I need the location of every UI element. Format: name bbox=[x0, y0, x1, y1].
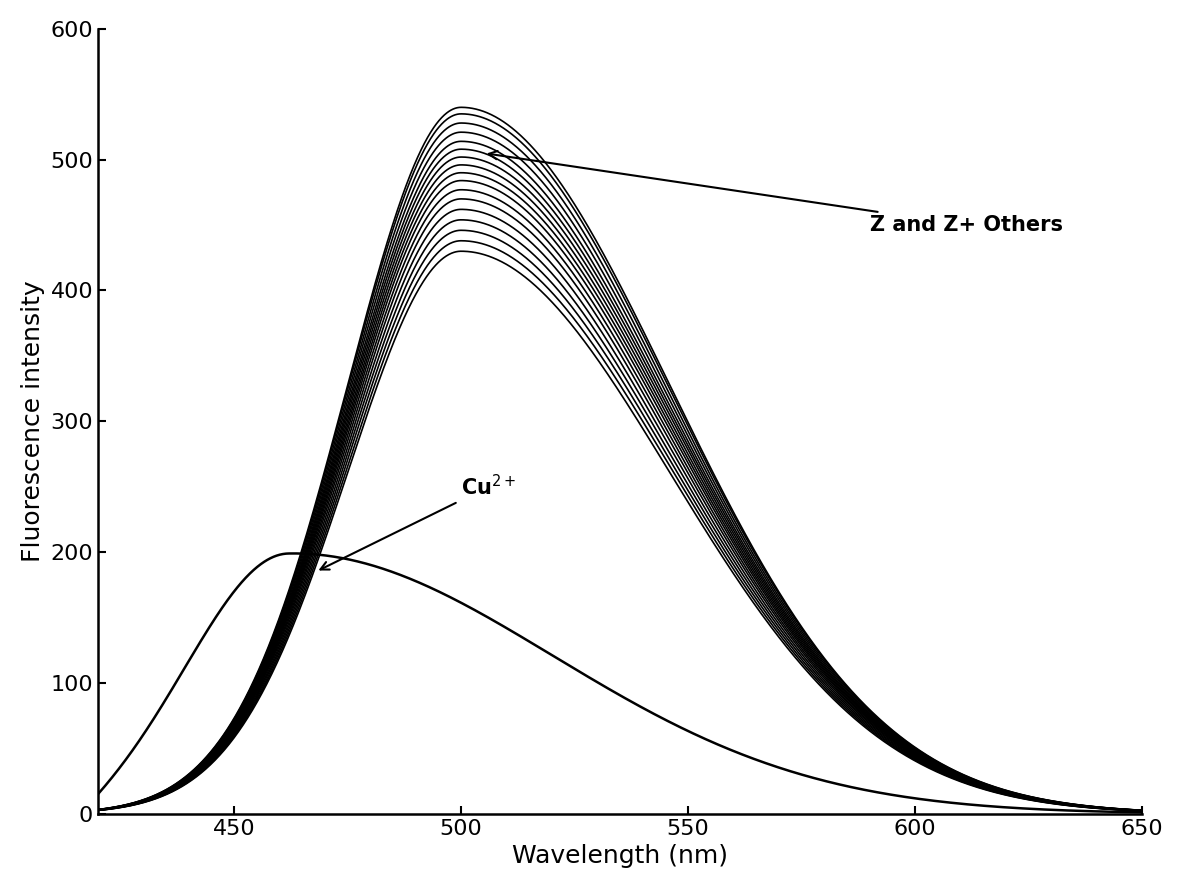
Y-axis label: Fluorescence intensity: Fluorescence intensity bbox=[21, 280, 45, 562]
Text: Z and Z+ Others: Z and Z+ Others bbox=[489, 151, 1062, 235]
Text: Cu$^{2+}$: Cu$^{2+}$ bbox=[321, 474, 516, 570]
X-axis label: Wavelength (nm): Wavelength (nm) bbox=[511, 845, 728, 869]
